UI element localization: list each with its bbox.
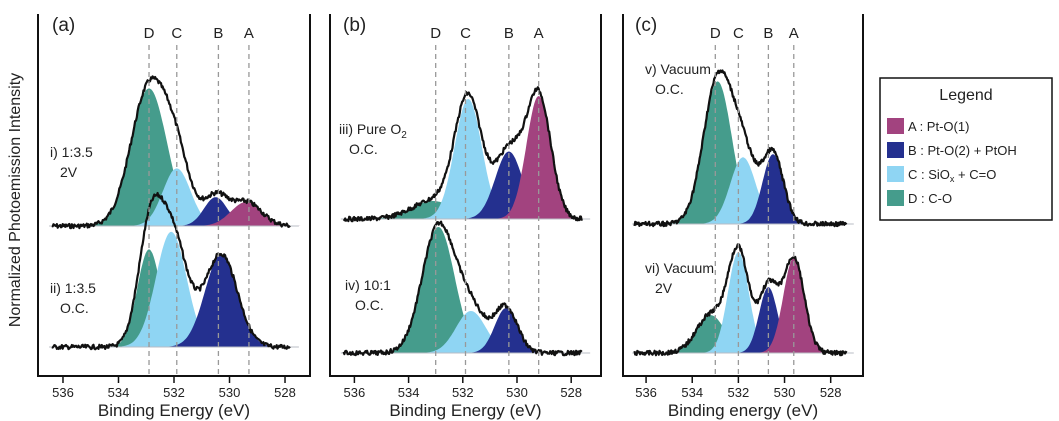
trace-label: iii) Pure O2	[339, 121, 407, 141]
envelope-line	[51, 75, 291, 230]
envelope-line	[342, 86, 583, 223]
legend-item-text: A : Pt-O(1)	[908, 119, 969, 134]
panel-frame	[622, 14, 864, 377]
envelope-line	[51, 191, 291, 351]
trace-label: O.C.	[355, 297, 384, 313]
x-axis-label: Binding Energy (eV)	[98, 401, 250, 420]
legend-title: Legend	[939, 87, 992, 104]
legend-item-C: C : SiOx + C=O	[908, 167, 996, 184]
trace-label: vi) Vacuum	[645, 260, 714, 276]
trace-label: O.C.	[60, 300, 89, 316]
tick-label: 530	[774, 385, 796, 400]
trace-label: O.C.	[655, 81, 684, 97]
peak-A	[185, 202, 308, 226]
peak-B	[460, 308, 552, 353]
y-axis-label: Normalized Photoemission Intensity	[7, 73, 24, 327]
tick-label: 536	[344, 385, 366, 400]
envelope-line	[633, 69, 848, 228]
peak-B	[454, 151, 564, 219]
spectrum-1	[632, 69, 854, 228]
panel-1: D C B A 536 534 532 530 528 Binding Energy (eV) (a…	[37, 14, 311, 420]
spectrum-2	[632, 243, 854, 357]
peak-letter-D: D	[430, 25, 441, 42]
peak-C	[411, 311, 531, 353]
legend-item-D: D : C-O	[908, 191, 952, 206]
peak-letter-B: B	[763, 25, 773, 42]
peak-letter-B: B	[213, 25, 223, 42]
legend-item-text: B : Pt-O(2) + PtOH	[908, 143, 1017, 158]
legend-item-subscript: x	[950, 174, 955, 184]
legend-swatch-C	[887, 166, 904, 182]
panel-frame	[329, 14, 602, 377]
tick-label: 530	[219, 385, 241, 400]
trace-label: 2V	[60, 164, 78, 180]
tick-label: 528	[560, 385, 582, 400]
legend-item-B: B : Pt-O(2) + PtOH	[908, 143, 1017, 158]
tick-label: 532	[452, 385, 474, 400]
peak-D	[346, 201, 520, 219]
legend: Legend A : Pt-O(1) B : Pt-O(2) + PtOH C : S…	[879, 77, 1053, 221]
trace-label: O.C.	[349, 141, 378, 157]
trace-label: i) 1:3.5	[50, 144, 93, 160]
peak-letter-C: C	[460, 25, 471, 42]
legend-swatch-A	[887, 118, 904, 134]
tick-label: 530	[506, 385, 528, 400]
envelope-line	[633, 243, 848, 357]
tick-label: 532	[163, 385, 185, 400]
peak-C	[692, 157, 794, 224]
peak-letter-A: A	[789, 25, 799, 42]
peak-B	[156, 254, 286, 347]
legend-item-text: D : C-O	[908, 191, 952, 206]
tick-label: 534	[398, 385, 420, 400]
envelope-line	[342, 220, 583, 357]
legend-item-text: C : SiO	[908, 167, 950, 182]
peak-B	[731, 287, 806, 353]
panel-label: (a)	[52, 15, 75, 36]
panel-label: (c)	[635, 15, 657, 36]
peak-letter-D: D	[144, 25, 155, 42]
tick-label: 536	[635, 385, 657, 400]
tick-label: 528	[274, 385, 296, 400]
legend-item-A: A : Pt-O(1)	[908, 119, 969, 134]
peak-A	[752, 257, 836, 353]
legend-swatch-D	[887, 190, 904, 206]
tick-label: 528	[820, 385, 842, 400]
trace-label: iv) 10:1	[345, 277, 391, 293]
peak-D	[660, 81, 775, 225]
peak-C	[696, 252, 780, 353]
panel-2: D C B A 536 534 532 530 528 Binding Energy (eV) (b…	[329, 14, 602, 420]
peak-C	[110, 231, 233, 347]
trace-label-subscript: 2	[401, 130, 407, 141]
peak-C	[414, 99, 523, 219]
peak-letter-C: C	[733, 25, 744, 42]
legend-item-suffix: + C=O	[954, 167, 996, 182]
legend-box	[879, 77, 1053, 221]
trace-label: 2V	[655, 280, 673, 296]
peak-C	[121, 168, 233, 226]
peak-letter-B: B	[504, 25, 514, 42]
x-axis-label: Binding energy (eV)	[668, 401, 818, 420]
peak-B	[731, 154, 815, 224]
peak-D	[653, 315, 768, 353]
peak-letter-C: C	[171, 25, 182, 42]
tick-label: 532	[728, 385, 750, 400]
peak-letter-D: D	[710, 25, 721, 42]
peak-letter-A: A	[534, 25, 544, 42]
peak-B	[169, 197, 263, 226]
peak-D	[373, 227, 504, 353]
peak-letter-A: A	[244, 25, 254, 42]
trace-label: v) Vacuum	[645, 61, 711, 77]
tick-label: 536	[52, 385, 74, 400]
panel-label: (b)	[343, 15, 366, 36]
tick-label: 534	[108, 385, 130, 400]
x-axis-label: Binding Energy (eV)	[389, 401, 541, 420]
tick-label: 534	[681, 385, 703, 400]
legend-swatch-B	[887, 142, 904, 158]
trace-label: ii) 1:3.5	[50, 280, 96, 296]
